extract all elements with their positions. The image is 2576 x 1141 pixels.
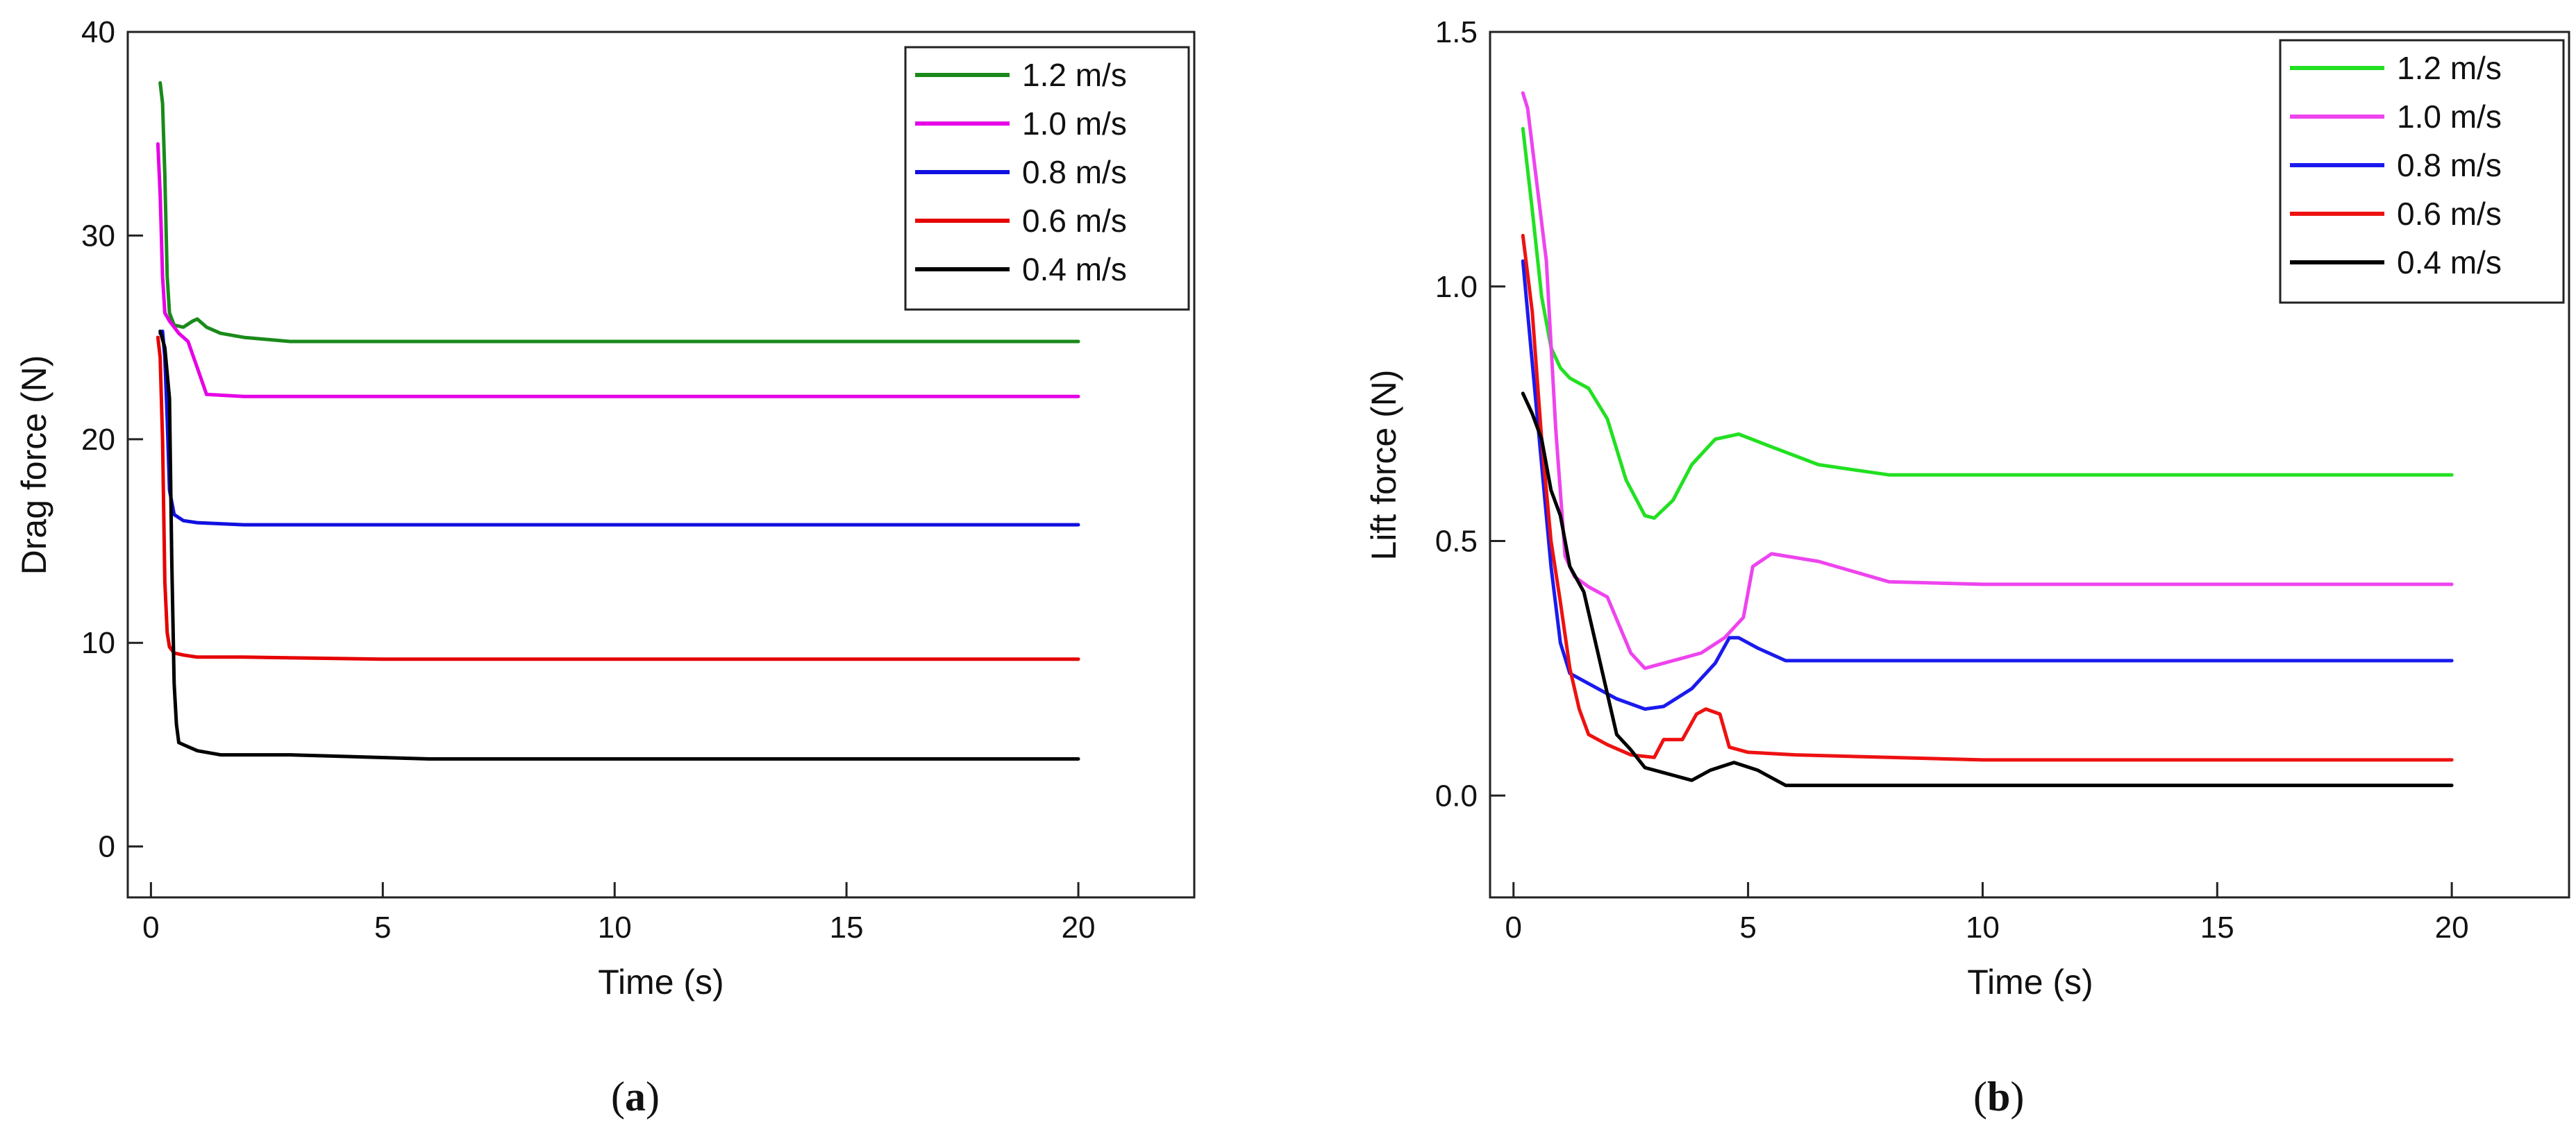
panel-b-x-axis-title: Time (s) (1967, 963, 2093, 1001)
y-tick-label: 0.0 (1435, 779, 1478, 813)
x-tick-label: 10 (1966, 911, 2000, 945)
x-tick-label: 20 (1062, 911, 1096, 945)
y-tick-label: 40 (81, 15, 115, 49)
y-tick-label: 10 (81, 626, 115, 660)
series-line-0-8-m-s (158, 329, 1080, 527)
series-line-0-6-m-s (156, 335, 1080, 661)
y-tick-label: 0.5 (1435, 525, 1478, 559)
panel-a-plot-frame (126, 31, 1196, 899)
panel-a-series (156, 81, 1080, 761)
legend-entry-label: 0.4 m/s (1022, 251, 1127, 287)
panel-b-plot-frame (1489, 31, 2570, 899)
series-line-1-0-m-s (1521, 91, 2454, 670)
legend-entry-label: 0.8 m/s (1022, 154, 1127, 190)
series-line-0-6-m-s (1521, 233, 2454, 762)
legend-entry-label: 1.2 m/s (1022, 57, 1127, 93)
series-line-0-4-m-s (1521, 391, 2454, 788)
panel-b-caption: (b) (1973, 1074, 2024, 1119)
x-tick-label: 15 (830, 911, 864, 945)
series-line-0-4-m-s (158, 329, 1080, 761)
legend-entry-label: 1.0 m/s (2397, 99, 2502, 135)
x-tick-label: 20 (2435, 911, 2469, 945)
y-tick-label: 30 (81, 219, 115, 253)
y-tick-label: 1.5 (1435, 15, 1478, 49)
panel-a-y-axis-title: Drag force (N) (15, 355, 53, 575)
x-tick-label: 15 (2200, 911, 2234, 945)
panel-b-legend-box (2279, 39, 2565, 304)
legend-entry-label: 0.6 m/s (1022, 203, 1127, 239)
x-tick-label: 10 (598, 911, 632, 945)
panel-a-axis-ticks: 0 5 10 15 20 0 10 20 30 40 (81, 15, 1095, 945)
panel-a-caption-letter: a (625, 1074, 646, 1119)
x-tick-label: 5 (374, 911, 391, 945)
panel-b-caption-letter: b (1987, 1074, 2010, 1119)
panel-a-legend: 1.2 m/s 1.0 m/s 0.8 m/s 0.6 m/s 0.4 m/s (904, 46, 1190, 311)
panel-b-axis-ticks: 0 5 10 15 20 0.0 0.5 1.0 1.5 (1435, 15, 2469, 945)
legend-entry-label: 0.6 m/s (2397, 196, 2502, 232)
panel-b-series (1521, 91, 2454, 788)
panel-b-legend: 1.2 m/s 1.0 m/s 0.8 m/s 0.6 m/s 0.4 m/s (2279, 39, 2565, 304)
legend-entry-label: 1.0 m/s (1022, 105, 1127, 142)
y-tick-label: 0 (99, 830, 115, 864)
series-line-1-2-m-s (158, 81, 1080, 344)
y-tick-label: 1.0 (1435, 270, 1478, 304)
panel-a-chart: 0 5 10 15 20 0 10 20 30 40 Time (s) Drag force (N… (15, 15, 1196, 1119)
x-tick-label: 0 (1505, 911, 1522, 945)
x-tick-label: 5 (1739, 911, 1756, 945)
legend-entry-label: 0.4 m/s (2397, 244, 2502, 280)
x-tick-label: 0 (142, 911, 159, 945)
series-line-1-2-m-s (1521, 126, 2454, 520)
panel-b-chart: 0 5 10 15 20 0.0 0.5 1.0 1.5 Time (s) Lift force… (1364, 15, 2570, 1119)
legend-entry-label: 1.2 m/s (2397, 50, 2502, 86)
panel-a-x-axis-title: Time (s) (598, 963, 724, 1001)
legend-entry-label: 0.8 m/s (2397, 147, 2502, 183)
y-tick-label: 20 (81, 423, 115, 457)
panel-b-y-axis-title: Lift force (N) (1364, 369, 1403, 560)
series-line-1-0-m-s (156, 142, 1080, 398)
panel-a-caption: (a) (611, 1074, 660, 1119)
panel-a-legend-box (904, 46, 1190, 311)
series-line-0-8-m-s (1521, 259, 2454, 711)
